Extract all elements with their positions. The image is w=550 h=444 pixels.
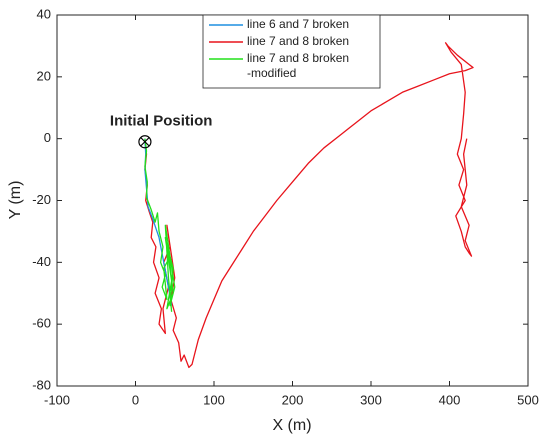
x-tick-label: 0	[132, 392, 139, 407]
x-tick-label: 300	[360, 392, 382, 407]
x-tick-label: 100	[203, 392, 225, 407]
x-tick-label: 400	[439, 392, 461, 407]
x-tick-label: -100	[44, 392, 70, 407]
legend-label: line 7 and 8 broken	[247, 34, 349, 48]
y-tick-label: -20	[32, 192, 51, 207]
x-tick-label: 200	[282, 392, 304, 407]
x-axis-label: X (m)	[272, 417, 311, 434]
y-tick-label: -40	[32, 254, 51, 269]
legend-label-line: -modified	[247, 66, 296, 80]
trajectory-line	[144, 138, 176, 312]
y-tick-label: 20	[37, 68, 51, 83]
annotation: Initial Position	[110, 113, 213, 130]
legend-label: line 7 and 8 broken -modified	[247, 51, 349, 80]
y-tick-label: 0	[44, 130, 51, 145]
trajectory-line	[144, 42, 474, 369]
y-tick-label: -60	[32, 316, 51, 331]
y-axis-label: Y (m)	[7, 181, 24, 220]
start-marker	[138, 135, 152, 149]
y-tick-label: -80	[32, 377, 51, 392]
legend-label: line 6 and 7 broken	[247, 17, 349, 31]
x-tick-label: 500	[517, 392, 539, 407]
y-tick-label: 40	[37, 6, 51, 21]
legend-box	[202, 14, 381, 89]
legend-label-line: line 7 and 8 broken	[247, 51, 349, 65]
start-cross	[140, 137, 150, 147]
